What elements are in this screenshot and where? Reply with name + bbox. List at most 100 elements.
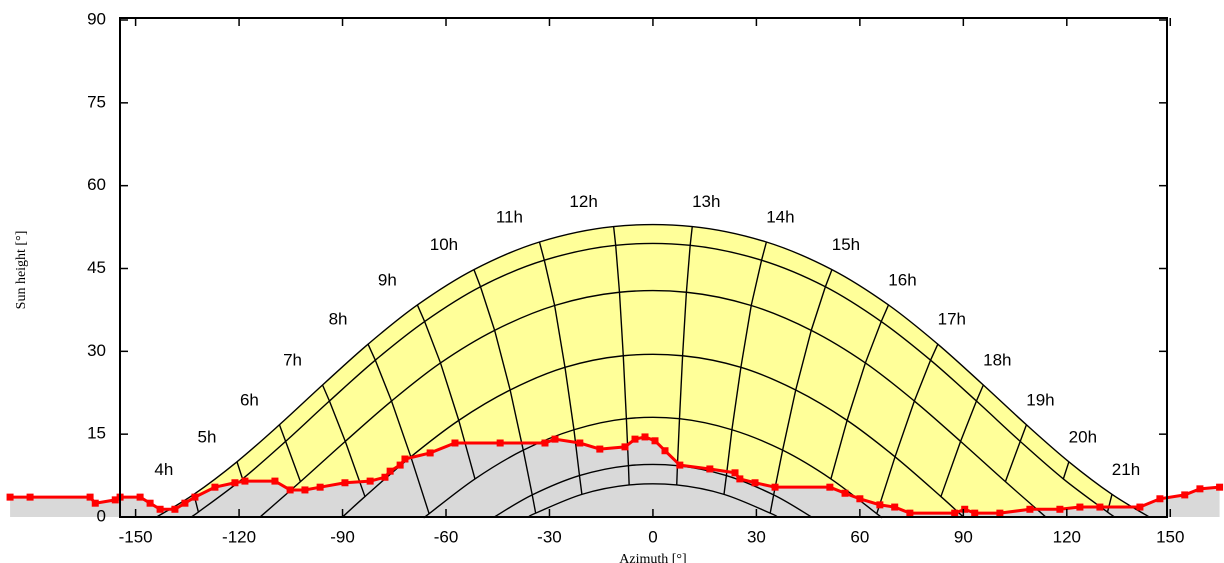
horizon-marker <box>736 475 744 483</box>
y-tick-label: 90 <box>87 9 106 28</box>
x-tick-label: 0 <box>648 527 657 546</box>
horizon-marker <box>771 483 779 491</box>
hour-label: 12h <box>569 192 597 211</box>
horizon-marker <box>191 493 199 501</box>
hour-line <box>876 343 939 514</box>
hour-label: 9h <box>378 270 397 289</box>
hour-line <box>723 241 768 495</box>
hour-line <box>538 241 583 495</box>
horizon-marker <box>876 501 884 509</box>
y-tick-label: 0 <box>97 506 106 525</box>
hour-line <box>367 343 430 514</box>
hour-label: 13h <box>692 192 720 211</box>
hour-line <box>1062 461 1070 480</box>
horizon-marker <box>86 493 94 501</box>
x-axis-label: Azimuth [°] <box>619 552 686 563</box>
sun-path-curve <box>342 353 964 518</box>
horizon-marker <box>891 503 899 511</box>
horizon-marker <box>231 479 239 487</box>
horizon-marker <box>181 499 189 507</box>
horizon-marker <box>401 455 409 463</box>
horizon-marker <box>841 489 849 497</box>
horizon-marker <box>751 479 759 487</box>
horizon-marker <box>451 439 459 447</box>
sun-path-curve <box>190 242 1116 518</box>
hour-label: 18h <box>983 351 1011 370</box>
x-tick-label: -30 <box>537 527 562 546</box>
hour-label: 21h <box>1112 460 1140 479</box>
horizon-marker <box>396 461 404 469</box>
hour-line <box>278 424 302 482</box>
sun-path-curve <box>528 483 778 518</box>
horizon-marker <box>341 479 349 487</box>
hour-line <box>321 384 366 497</box>
horizon-marker <box>316 483 324 491</box>
hour-label: 16h <box>888 270 916 289</box>
horizon-marker <box>731 469 739 477</box>
horizon-marker <box>6 493 14 501</box>
horizon-marker <box>1026 505 1034 513</box>
hour-line <box>236 461 244 480</box>
horizon-marker <box>146 499 154 507</box>
x-tick-label: 90 <box>954 527 973 546</box>
horizon-marker <box>951 509 959 517</box>
horizon-marker <box>961 505 969 513</box>
y-tick-label: 30 <box>87 341 106 360</box>
hour-line <box>1004 424 1028 482</box>
horizon-marker <box>826 483 834 491</box>
horizon-marker <box>1096 503 1104 511</box>
hour-label: 14h <box>766 207 794 226</box>
horizon-marker <box>621 443 629 451</box>
sun-path-curve <box>156 223 1150 518</box>
horizon-marker <box>971 509 979 517</box>
sun-path-curve <box>259 289 1047 518</box>
horizon-marker <box>386 467 394 475</box>
horizon-marker <box>286 486 294 494</box>
x-tick-label: -60 <box>434 527 459 546</box>
horizon-marker <box>676 461 684 469</box>
x-tick-label: 120 <box>1053 527 1081 546</box>
horizon-marker <box>1216 483 1224 491</box>
sun-area <box>156 224 1150 517</box>
sun-path-curve <box>493 463 812 518</box>
horizon-marker <box>1056 505 1064 513</box>
horizon-marker <box>381 473 389 481</box>
horizon-marker <box>1136 503 1144 511</box>
ground-area <box>10 436 1220 517</box>
horizon-marker <box>706 465 714 473</box>
hour-line <box>1106 494 1113 513</box>
horizon-marker <box>661 447 669 455</box>
horizon-marker <box>641 433 649 441</box>
horizon-marker <box>301 486 309 494</box>
horizon-marker <box>651 437 659 445</box>
horizon-marker <box>156 505 164 513</box>
y-tick-label: 75 <box>87 92 106 111</box>
horizon-marker <box>576 439 584 447</box>
hour-label: 11h <box>496 207 523 226</box>
horizon-marker <box>366 477 374 485</box>
sun-path-curve <box>423 416 883 519</box>
horizon-marker <box>906 509 914 517</box>
horizon-marker <box>541 439 549 447</box>
hour-label: 8h <box>329 310 348 329</box>
hour-line <box>769 269 833 514</box>
hour-line <box>940 384 984 497</box>
x-tick-label: -150 <box>119 527 153 546</box>
horizon-marker <box>211 483 219 491</box>
hour-label: 6h <box>240 390 259 409</box>
hour-label: 10h <box>430 235 458 254</box>
hour-label: 15h <box>832 235 860 254</box>
x-tick-label: -90 <box>330 527 355 546</box>
horizon-marker <box>1181 491 1189 499</box>
horizon-marker <box>1196 485 1204 493</box>
horizon-marker <box>856 495 864 503</box>
horizon-marker <box>241 477 249 485</box>
x-tick-label: 30 <box>747 527 766 546</box>
hour-label: 19h <box>1026 390 1054 409</box>
horizon-marker <box>631 435 639 443</box>
horizon-marker <box>26 493 34 501</box>
y-tick-label: 15 <box>87 424 106 443</box>
horizon-marker <box>551 435 559 443</box>
